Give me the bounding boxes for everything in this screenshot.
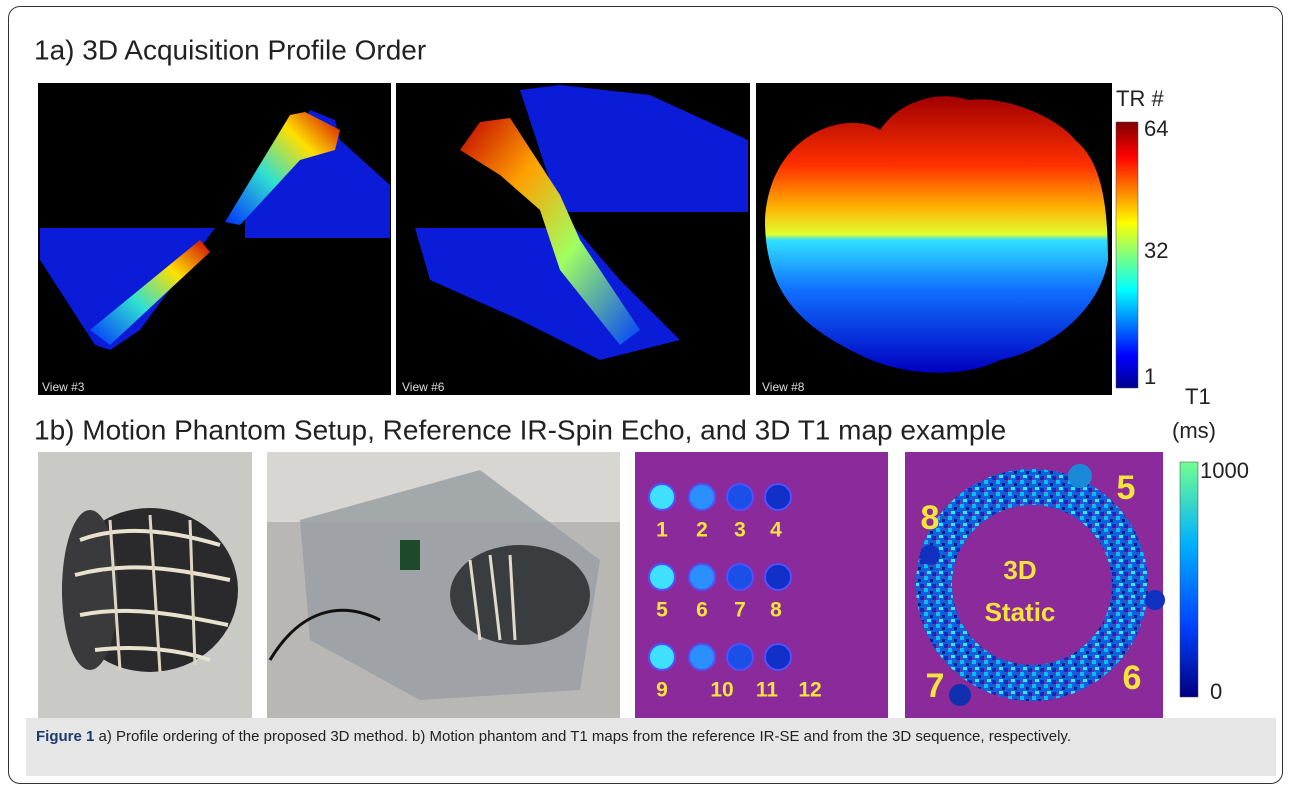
view-label: View #8	[762, 380, 805, 394]
map-label: 6	[1123, 659, 1142, 697]
map-label: 7	[926, 667, 945, 705]
vial	[727, 484, 753, 510]
colorbar-title: T1	[1185, 384, 1211, 409]
vial-label: 4	[770, 519, 782, 542]
panel-b-title: 1b) Motion Phantom Setup, Reference IR-S…	[34, 414, 1006, 445]
colorbar	[1116, 122, 1138, 388]
vial	[727, 564, 753, 590]
vial	[649, 564, 675, 590]
map-label: Static	[985, 597, 1056, 627]
vial	[689, 564, 715, 590]
colorbar-tick: 32	[1144, 238, 1168, 263]
vial-label: 6	[696, 599, 708, 622]
vial	[727, 644, 753, 670]
caption: Figure 1 a) Profile ordering of the prop…	[26, 718, 1276, 776]
colorbar-tick: 64	[1144, 116, 1168, 141]
view-label: View #3	[42, 380, 85, 394]
figure: 1a) 3D Acquisition Profile Order View #3…	[0, 0, 1293, 793]
vial	[649, 484, 675, 510]
vial-label: 7	[734, 599, 746, 622]
vial	[765, 484, 791, 510]
vial-label: 11	[756, 679, 779, 702]
page: {"figure": { "panel_a": { "title": "1a) …	[0, 0, 1293, 793]
vial	[689, 484, 715, 510]
vial-label: 10	[710, 679, 733, 702]
phantom-photo	[38, 452, 252, 718]
colorbar-tick: 1	[1144, 364, 1156, 389]
vial-label: 8	[770, 599, 782, 622]
view-image: View #3	[38, 83, 391, 395]
vial-label: 9	[656, 679, 668, 702]
vial-label: 5	[656, 599, 668, 622]
colorbar-tick: 1000	[1200, 458, 1249, 483]
vial	[765, 644, 791, 670]
vial-label: 1	[656, 519, 668, 542]
view-image: View #6	[396, 83, 750, 395]
vial-label: 3	[734, 519, 746, 542]
caption-label: Figure 1	[36, 728, 94, 745]
panel-a-title: 1a) 3D Acquisition Profile Order	[34, 34, 426, 65]
vial	[689, 644, 715, 670]
static-3d-map: 3D Static 8 5 7 6	[905, 452, 1165, 718]
map-label: 3D	[1003, 555, 1036, 585]
vial	[649, 644, 675, 670]
colorbar-title: TR #	[1116, 86, 1164, 111]
colorbar-title: (ms)	[1172, 418, 1216, 443]
view-image: View #8	[756, 83, 1112, 395]
setup-photo	[267, 452, 620, 718]
map-label: 8	[921, 499, 940, 537]
map-label: 5	[1117, 469, 1136, 507]
view-label: View #6	[402, 380, 445, 394]
vial	[765, 564, 791, 590]
caption-text: a) Profile ordering of the proposed 3D m…	[99, 728, 1071, 745]
colorbar	[1180, 462, 1198, 697]
vial-label: 12	[798, 679, 821, 702]
vial-label: 2	[696, 519, 708, 542]
colorbar-tick: 0	[1210, 679, 1222, 704]
